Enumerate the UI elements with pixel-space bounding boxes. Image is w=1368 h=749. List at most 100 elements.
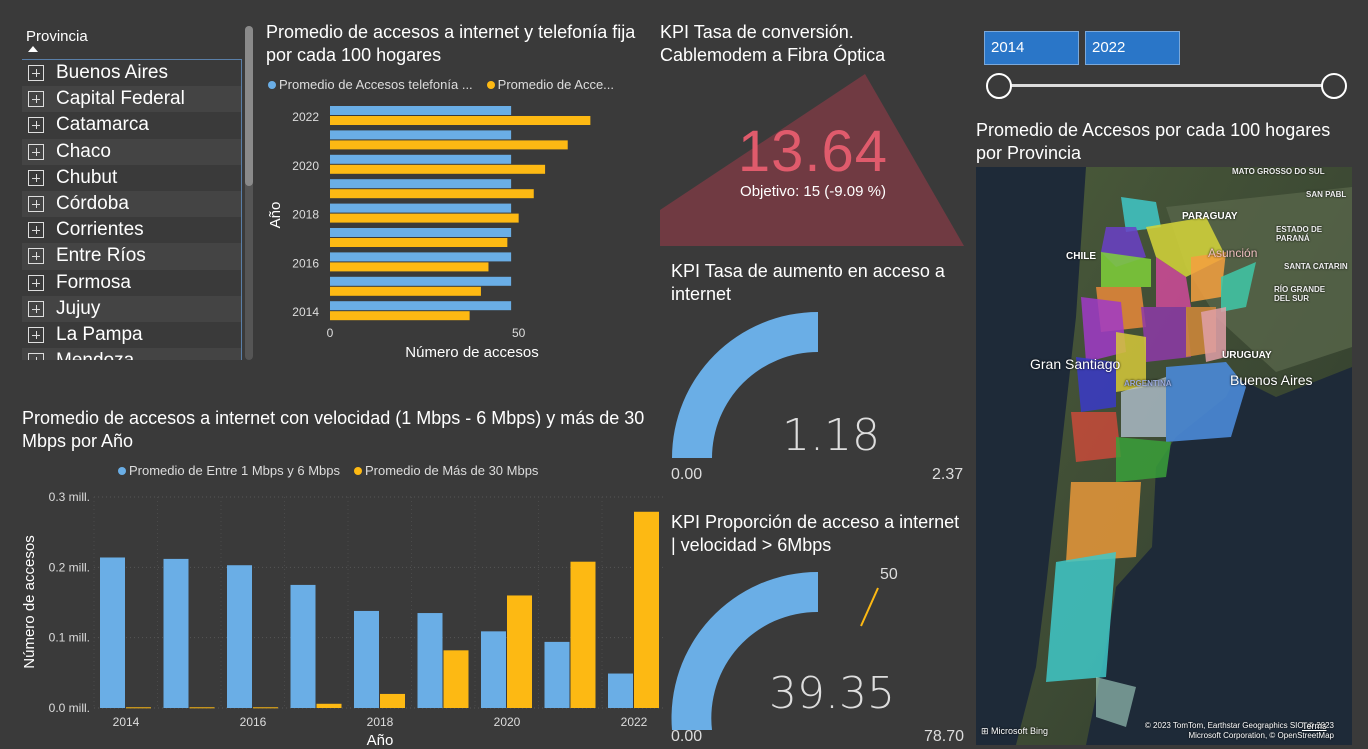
province-santa-cruz[interactable] <box>1046 552 1116 682</box>
bar-2021-s1[interactable] <box>570 561 596 708</box>
bar-2014-s1[interactable] <box>126 707 151 709</box>
expand-plus-icon[interactable] <box>28 326 44 343</box>
expand-plus-icon[interactable] <box>28 91 44 108</box>
bar-2016-s1[interactable] <box>253 707 278 709</box>
bar-2022-s1[interactable] <box>634 511 659 708</box>
x-tick-label: 50 <box>512 326 526 340</box>
bar-2015-s0[interactable] <box>330 276 512 286</box>
bar-2020-s0[interactable] <box>330 154 512 164</box>
province-neuquen[interactable] <box>1071 412 1121 462</box>
bar-2018-s0[interactable] <box>354 610 379 708</box>
chart2-legend: Promedio de Entre 1 Mbps y 6 Mbps Promed… <box>118 463 538 478</box>
bar-2014-s0[interactable] <box>100 557 125 708</box>
sort-arrow-icon[interactable] <box>28 46 38 52</box>
bar-2022-s1[interactable] <box>330 116 591 125</box>
expand-plus-icon[interactable] <box>28 117 44 134</box>
province-tucuman[interactable] <box>1101 252 1151 287</box>
map-label-buenosaires: Buenos Aires <box>1230 372 1313 388</box>
start-year-input[interactable]: 2014 <box>984 31 1079 65</box>
expand-plus-icon[interactable] <box>28 65 44 82</box>
slicer-item[interactable]: Chaco <box>22 138 241 165</box>
slicer-item[interactable]: Córdoba <box>22 190 241 218</box>
bar-2015-s1[interactable] <box>189 707 215 709</box>
bar-2020-s1[interactable] <box>330 164 546 174</box>
bar-2021-s0[interactable] <box>330 130 512 140</box>
slicer-item[interactable]: Catamarca <box>22 112 241 138</box>
expand-plus-icon[interactable] <box>28 169 44 186</box>
bar-2017-s1[interactable] <box>330 238 508 247</box>
bar-2015-s1[interactable] <box>330 286 481 296</box>
bing-label: Microsoft Bing <box>991 726 1049 736</box>
slicer-item[interactable]: Corrientes <box>22 217 241 243</box>
province-la-pampa[interactable] <box>1121 377 1166 437</box>
slicer-item[interactable]: Entre Ríos <box>22 243 241 270</box>
bar-2018-s1[interactable] <box>380 693 405 708</box>
slicer-item[interactable]: Buenos Aires <box>22 60 241 86</box>
province-rio-negro[interactable] <box>1116 437 1171 482</box>
slicer-scrollbar[interactable] <box>245 26 253 360</box>
province-jujuy[interactable] <box>1121 197 1161 232</box>
map-label-matogrosso: MATO GROSSO DO SUL <box>1232 167 1325 176</box>
province-corrientes[interactable] <box>1221 262 1256 312</box>
bar-2020-s0[interactable] <box>481 631 506 708</box>
range-slider-track[interactable] <box>998 84 1334 87</box>
expand-plus-icon[interactable] <box>28 248 44 265</box>
end-year-input[interactable]: 2022 <box>1085 31 1180 65</box>
bar-2017-s1[interactable] <box>316 703 342 708</box>
bar-2022-s0[interactable] <box>608 673 633 708</box>
province-cordoba[interactable] <box>1116 332 1146 392</box>
slicer-item[interactable]: La Pampa <box>22 322 241 348</box>
bar-2016-s1[interactable] <box>330 262 489 272</box>
bar-2020-s1[interactable] <box>507 595 532 708</box>
expand-plus-icon[interactable] <box>28 353 44 360</box>
range-slider-end-handle[interactable] <box>1321 73 1347 99</box>
bar-2015-s0[interactable] <box>163 558 189 708</box>
expand-plus-icon[interactable] <box>28 300 44 317</box>
expand-plus-icon[interactable] <box>28 274 44 291</box>
legend-item-1-6mbps[interactable]: Promedio de Entre 1 Mbps y 6 Mbps <box>118 463 340 478</box>
bar-2019-s0[interactable] <box>417 613 443 708</box>
province-la-rioja[interactable] <box>1081 297 1126 362</box>
bar-2018-s1[interactable] <box>330 213 519 223</box>
province-misiones[interactable] <box>1191 252 1226 302</box>
slicer-item[interactable]: Chubut <box>22 165 241 191</box>
bar-2021-s1[interactable] <box>330 140 568 150</box>
gauge-target-marker <box>860 587 879 627</box>
legend-item-telefonia[interactable]: Promedio de Accesos telefonía ... <box>268 77 473 92</box>
bar-2019-s0[interactable] <box>330 179 512 189</box>
y-tick-label: 2022 <box>292 110 319 124</box>
bar-2017-s0[interactable] <box>330 228 512 237</box>
expand-plus-icon[interactable] <box>28 222 44 239</box>
legend-item-30mbps[interactable]: Promedio de Más de 30 Mbps <box>354 463 538 478</box>
bar-2019-s1[interactable] <box>330 189 534 199</box>
bar-2018-s0[interactable] <box>330 203 512 213</box>
bar-2021-s0[interactable] <box>544 641 570 708</box>
province-map[interactable]: MATO GROSSO DO SUL SAN PABL PARAGUAY EST… <box>976 167 1352 745</box>
bar-2014-s0[interactable] <box>330 301 512 311</box>
expand-plus-icon[interactable] <box>28 196 44 213</box>
bar-2016-s0[interactable] <box>330 252 512 262</box>
slicer-item[interactable]: Formosa <box>22 270 241 296</box>
bar-2019-s1[interactable] <box>443 650 469 708</box>
bar-2016-s0[interactable] <box>227 565 252 708</box>
range-slider-start-handle[interactable] <box>986 73 1012 99</box>
slicer-item[interactable]: Jujuy <box>22 295 241 322</box>
province-tierra-del-fuego[interactable] <box>1096 677 1136 727</box>
legend-item-internet[interactable]: Promedio de Acce... <box>486 77 614 92</box>
province-santiago-del-estero[interactable] <box>1141 307 1191 362</box>
kpi3-min: 0.00 <box>671 728 703 745</box>
bar-2022-s0[interactable] <box>330 106 512 115</box>
slicer-item-label: Mendoza <box>56 350 134 360</box>
province-entre-rios[interactable] <box>1201 307 1226 362</box>
province-mendoza[interactable] <box>1076 357 1116 412</box>
slicer-item[interactable]: Capital Federal <box>22 86 241 113</box>
province-chaco[interactable] <box>1156 257 1191 307</box>
province-chubut[interactable] <box>1066 482 1141 562</box>
province-buenos-aires[interactable] <box>1166 362 1246 442</box>
bar-2014-s1[interactable] <box>330 311 470 321</box>
bar-2017-s0[interactable] <box>290 584 316 708</box>
map-terms-link[interactable]: Terms <box>1302 721 1327 731</box>
scrollbar-thumb[interactable] <box>245 26 253 186</box>
slicer-item[interactable]: Mendoza <box>22 348 241 360</box>
expand-plus-icon[interactable] <box>28 143 44 160</box>
